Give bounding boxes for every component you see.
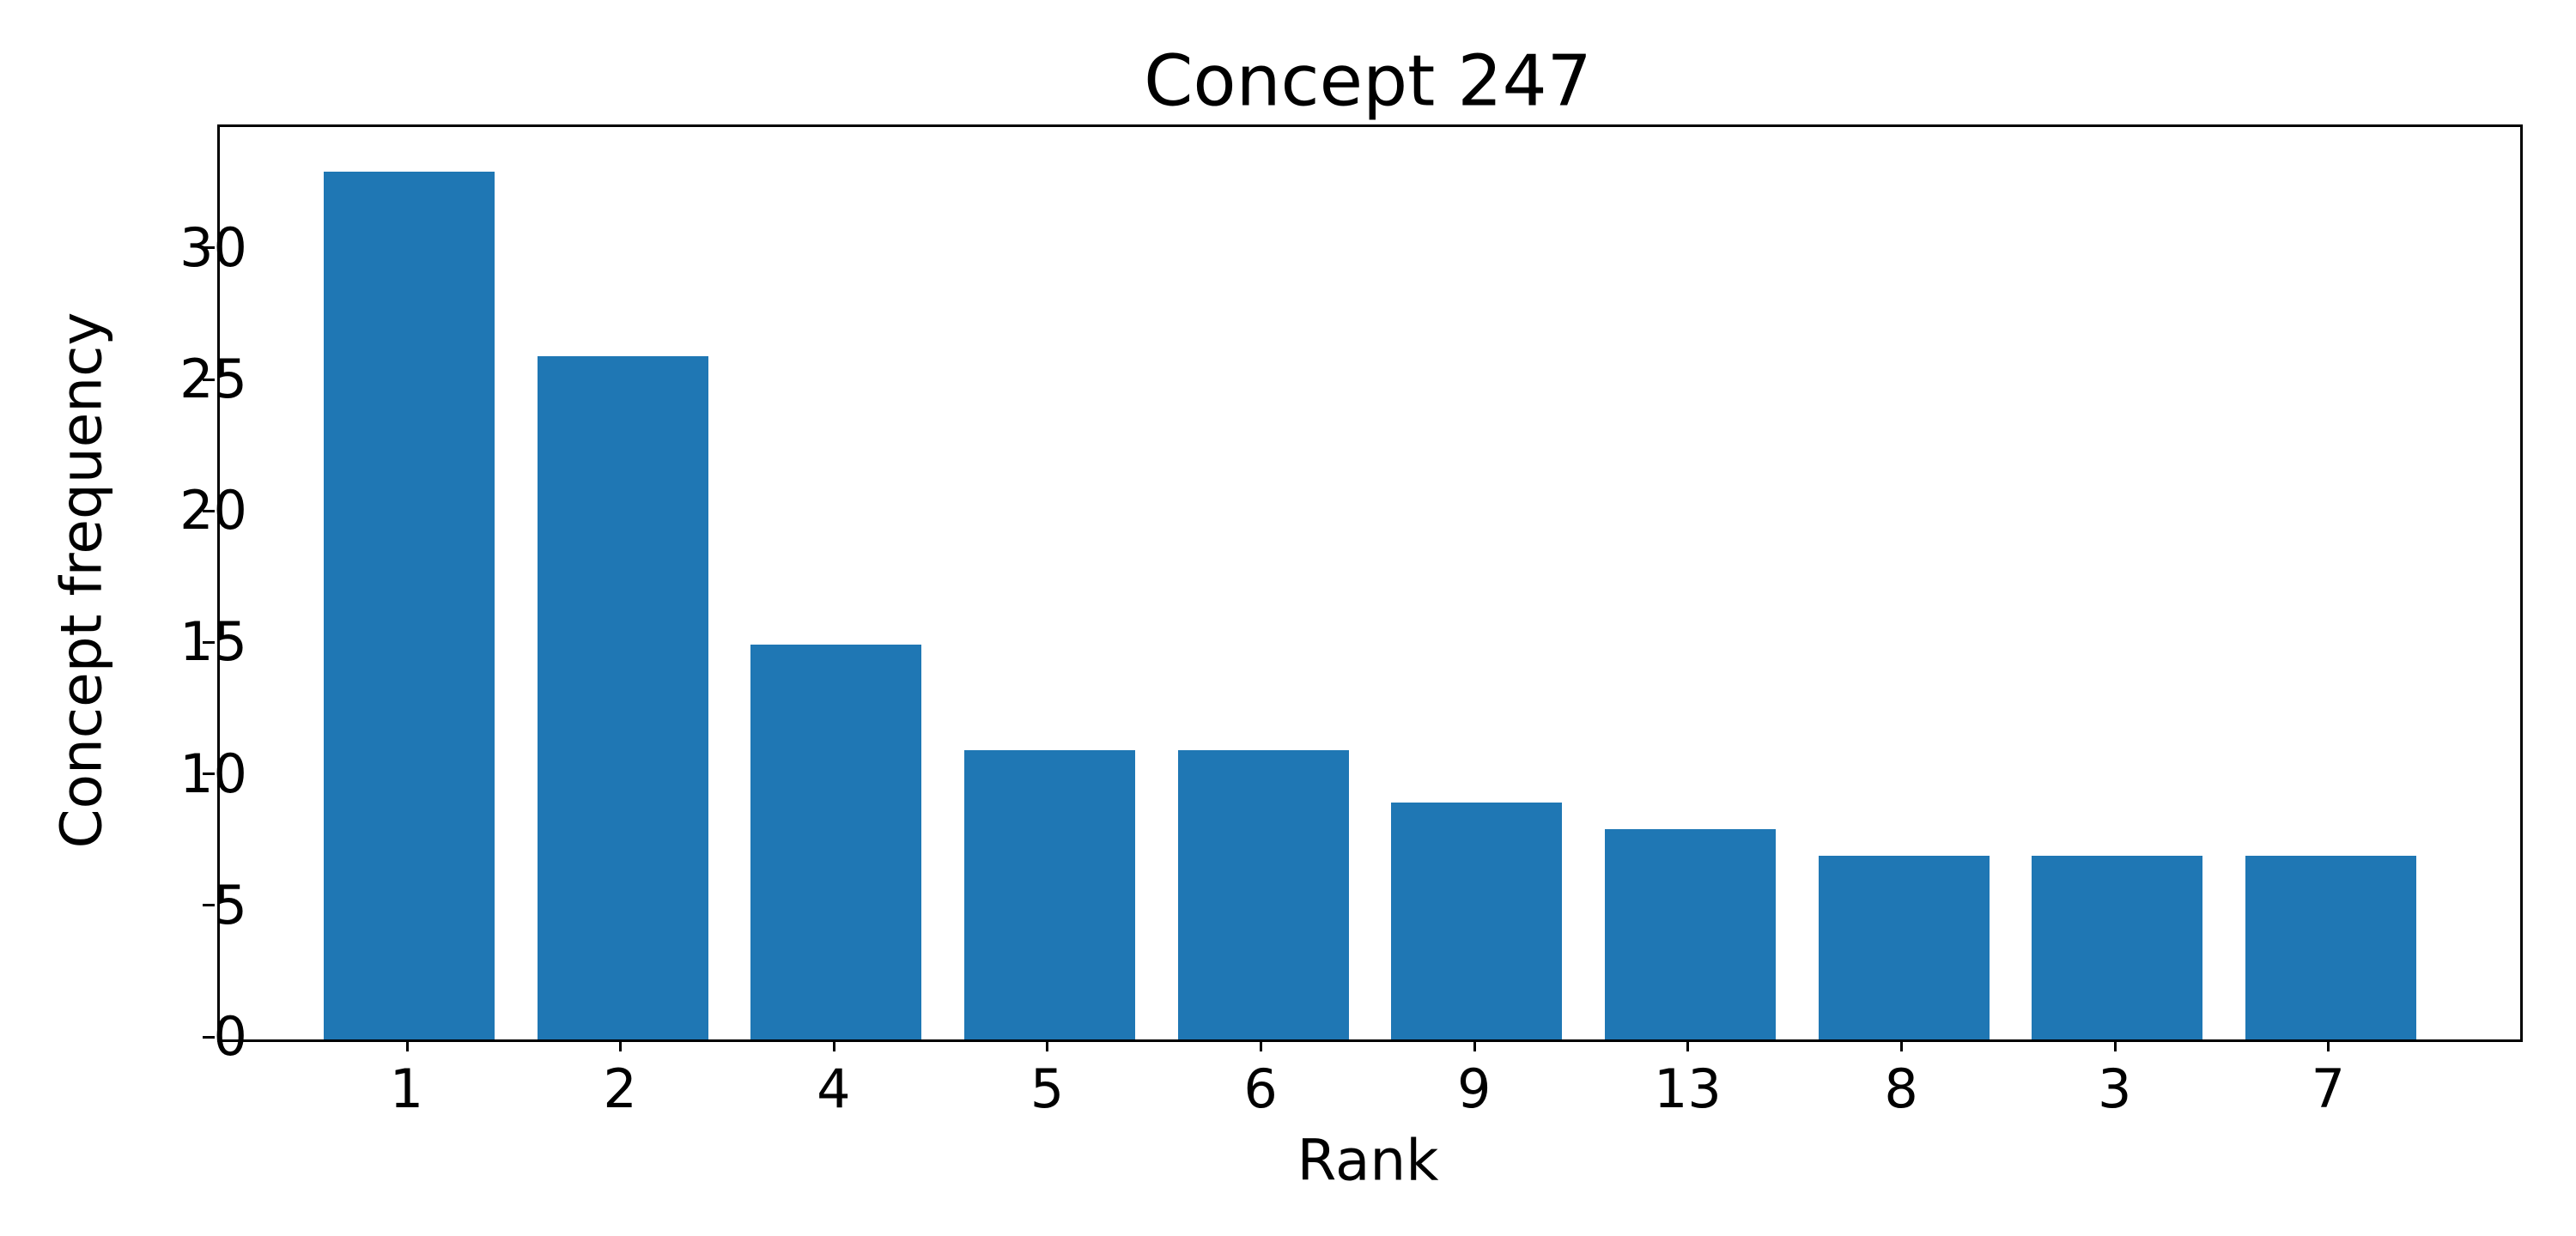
y-tick-mark	[203, 246, 215, 250]
bar-rank-8	[1818, 856, 1990, 1039]
x-tick-label: 8	[1884, 1057, 1918, 1120]
x-axis-label: Rank	[1297, 1127, 1439, 1194]
y-tick-mark	[203, 904, 215, 907]
x-tick-mark	[1046, 1039, 1049, 1051]
x-tick-mark	[1260, 1039, 1263, 1051]
x-tick-label: 9	[1457, 1057, 1492, 1120]
bar-rank-3	[2032, 856, 2203, 1039]
bar-rank-2	[537, 356, 708, 1039]
x-tick-mark	[2113, 1039, 2117, 1051]
x-tick-mark	[405, 1039, 409, 1051]
y-tick-mark	[203, 378, 215, 381]
x-tick-mark	[832, 1039, 835, 1051]
y-tick-label: 15	[179, 610, 247, 674]
bar-rank-6	[1177, 750, 1349, 1039]
x-tick-label: 7	[2311, 1057, 2346, 1120]
x-tick-mark	[1900, 1039, 1904, 1051]
y-tick-label: 5	[213, 873, 247, 936]
y-tick-label: 25	[179, 348, 247, 411]
y-tick-label: 10	[179, 742, 247, 805]
y-tick-label: 30	[179, 215, 247, 279]
x-tick-label: 13	[1653, 1057, 1722, 1120]
y-tick-mark	[203, 640, 215, 644]
x-tick-label: 5	[1030, 1057, 1065, 1120]
y-tick-mark	[203, 509, 215, 512]
bar-rank-4	[750, 645, 922, 1039]
bar-rank-7	[2245, 856, 2416, 1039]
x-tick-label: 1	[389, 1057, 424, 1120]
x-tick-mark	[1686, 1039, 1690, 1051]
x-tick-label: 3	[2097, 1057, 2132, 1120]
y-tick-label: 20	[179, 479, 247, 542]
y-tick-mark	[203, 1035, 215, 1039]
x-tick-mark	[619, 1039, 623, 1051]
chart-title: Concept 247	[1144, 40, 1592, 123]
y-tick-mark	[203, 772, 215, 776]
y-axis-label: Concept frequency	[48, 312, 115, 849]
bar-rank-1	[324, 172, 495, 1039]
x-tick-mark	[1473, 1039, 1476, 1051]
bar-rank-5	[963, 750, 1135, 1039]
bar-rank-9	[1391, 803, 1563, 1039]
x-tick-label: 6	[1243, 1057, 1278, 1120]
x-tick-label: 2	[603, 1057, 637, 1120]
bar-rank-13	[1604, 829, 1776, 1039]
plot-area	[217, 124, 2523, 1042]
x-tick-mark	[2327, 1039, 2330, 1051]
x-tick-label: 4	[817, 1057, 851, 1120]
y-tick-label: 0	[213, 1005, 247, 1068]
